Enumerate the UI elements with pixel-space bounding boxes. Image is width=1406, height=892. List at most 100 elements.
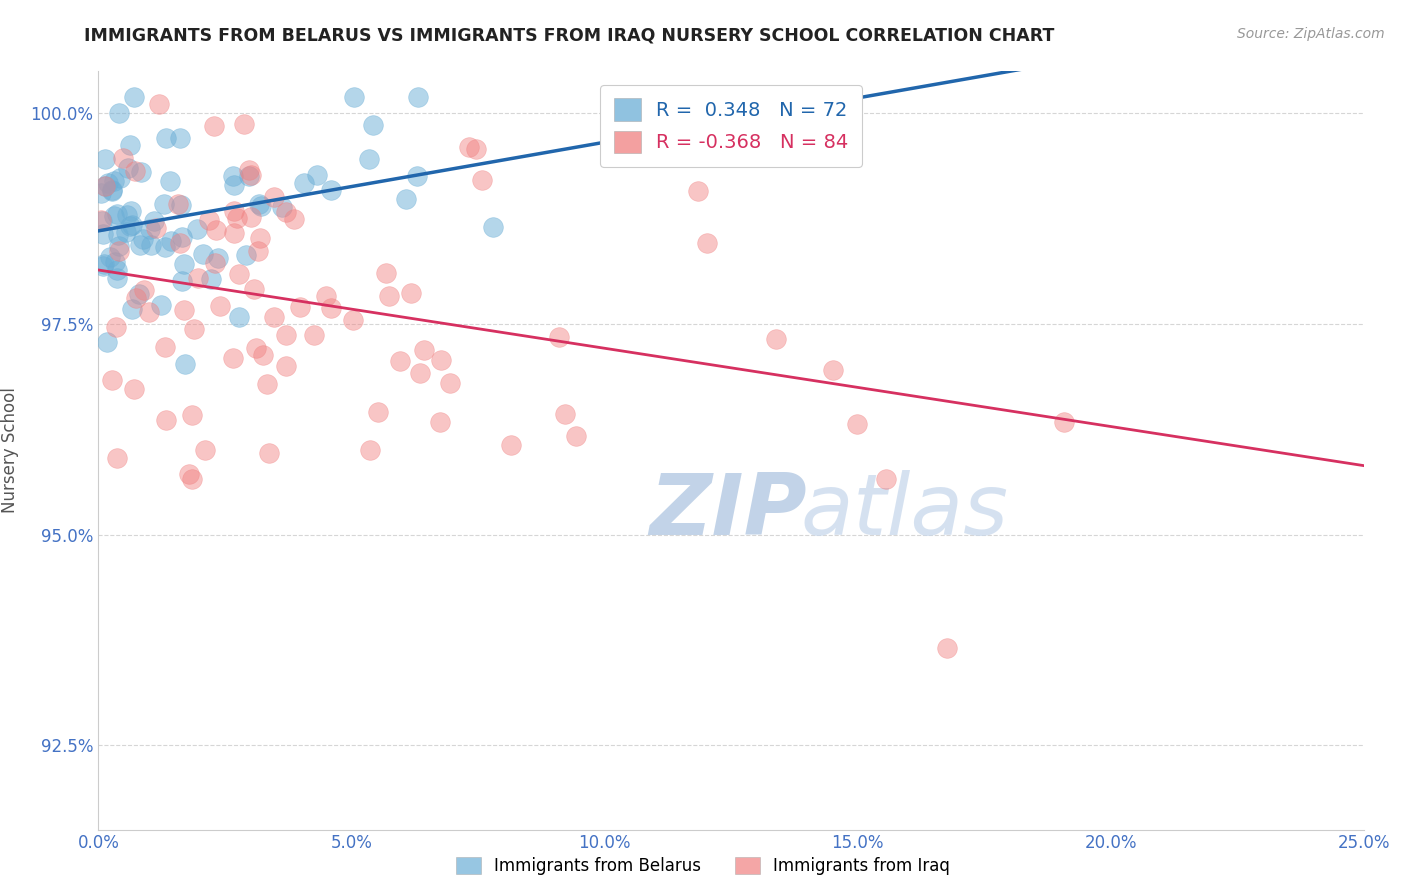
Point: [276, 359, 298, 373]
Point: [375, 266, 398, 280]
Point: [228, 267, 250, 281]
Point: [343, 89, 366, 103]
Point: [117, 161, 139, 176]
Point: [207, 251, 229, 265]
Point: [239, 210, 262, 224]
Point: [187, 271, 209, 285]
Text: atlas: atlas: [801, 469, 1008, 553]
Point: [173, 357, 195, 371]
Point: [183, 322, 205, 336]
Point: [235, 248, 257, 262]
Point: [224, 178, 246, 193]
Point: [292, 176, 315, 190]
Point: [101, 183, 124, 197]
Point: [117, 208, 139, 222]
Point: [695, 129, 717, 144]
Point: [128, 286, 150, 301]
Point: [283, 211, 305, 226]
Point: [228, 310, 250, 324]
Point: [470, 173, 492, 187]
Point: [145, 221, 167, 235]
Point: [288, 300, 311, 314]
Point: [238, 163, 260, 178]
Text: ZIP: ZIP: [648, 469, 807, 553]
Point: [169, 131, 191, 145]
Point: [222, 351, 245, 365]
Point: [249, 231, 271, 245]
Point: [121, 219, 143, 233]
Point: [193, 246, 215, 260]
Point: [197, 212, 219, 227]
Point: [252, 348, 274, 362]
Point: [105, 450, 128, 465]
Point: [307, 168, 329, 182]
Point: [240, 168, 263, 182]
Point: [226, 211, 249, 225]
Point: [108, 170, 131, 185]
Point: [103, 174, 125, 188]
Point: [105, 271, 128, 285]
Point: [247, 197, 270, 211]
Point: [180, 408, 202, 422]
Point: [548, 330, 571, 344]
Point: [457, 140, 479, 154]
Point: [430, 352, 453, 367]
Point: [821, 363, 844, 377]
Point: [129, 238, 152, 252]
Point: [359, 443, 381, 458]
Point: [399, 285, 422, 300]
Point: [90, 214, 112, 228]
Point: [1053, 415, 1076, 429]
Point: [696, 235, 718, 250]
Point: [132, 232, 155, 246]
Point: [114, 225, 136, 239]
Point: [91, 259, 114, 273]
Point: [94, 152, 117, 166]
Point: [98, 250, 121, 264]
Point: [208, 299, 231, 313]
Point: [846, 417, 869, 432]
Point: [101, 373, 124, 387]
Point: [222, 203, 245, 218]
Point: [149, 298, 172, 312]
Point: [319, 183, 342, 197]
Point: [222, 227, 245, 241]
Point: [96, 335, 118, 350]
Point: [97, 176, 120, 190]
Point: [180, 472, 202, 486]
Point: [233, 117, 256, 131]
Point: [105, 207, 128, 221]
Point: [429, 416, 451, 430]
Point: [765, 332, 787, 346]
Point: [194, 442, 217, 457]
Point: [107, 105, 129, 120]
Point: [107, 228, 129, 243]
Point: [263, 190, 285, 204]
Point: [378, 289, 401, 303]
Point: [204, 256, 226, 270]
Point: [238, 169, 260, 183]
Point: [172, 274, 194, 288]
Point: [148, 96, 170, 111]
Point: [105, 262, 128, 277]
Point: [169, 235, 191, 250]
Point: [499, 438, 522, 452]
Point: [91, 227, 114, 241]
Point: [155, 412, 177, 426]
Point: [439, 376, 461, 391]
Point: [129, 164, 152, 178]
Point: [121, 301, 143, 316]
Point: [409, 366, 432, 380]
Point: [93, 256, 115, 270]
Point: [159, 174, 181, 188]
Point: [93, 179, 115, 194]
Point: [124, 164, 146, 178]
Point: [107, 239, 129, 253]
Text: IMMIGRANTS FROM BELARUS VS IMMIGRANTS FROM IRAQ NURSERY SCHOOL CORRELATION CHART: IMMIGRANTS FROM BELARUS VS IMMIGRANTS FR…: [84, 27, 1054, 45]
Point: [482, 220, 505, 235]
Point: [935, 641, 957, 656]
Point: [394, 192, 416, 206]
Point: [464, 142, 486, 156]
Point: [153, 340, 176, 354]
Point: [134, 283, 156, 297]
